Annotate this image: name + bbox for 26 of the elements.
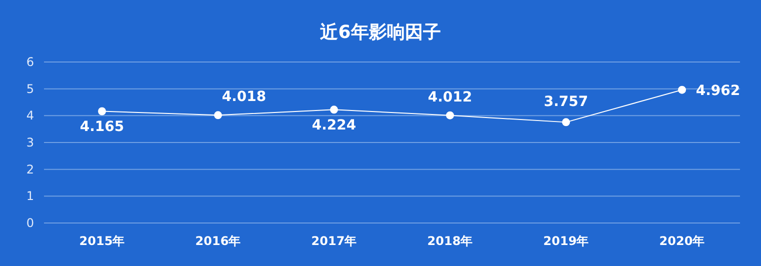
point bbox=[446, 111, 454, 120]
x-tick-label: 2016年 bbox=[195, 234, 241, 248]
y-tick-label: 0 bbox=[26, 216, 34, 230]
y-tick-label: 2 bbox=[26, 162, 34, 176]
point bbox=[98, 107, 106, 116]
x-tick-label: 2020年 bbox=[659, 234, 705, 248]
point bbox=[214, 111, 222, 120]
point bbox=[678, 86, 686, 94]
y-tick-label: 4 bbox=[26, 108, 34, 123]
chart-title: 近6年影响因子 bbox=[319, 22, 441, 43]
x-tick-label: 2015年 bbox=[79, 234, 125, 248]
data-label: 4.224 bbox=[312, 118, 356, 134]
x-tick-label: 2019年 bbox=[543, 234, 589, 248]
y-tick-label: 6 bbox=[26, 55, 34, 69]
data-label: 4.165 bbox=[80, 119, 124, 136]
data-label: 4.018 bbox=[222, 89, 266, 106]
data-label: 4.962 bbox=[696, 82, 740, 99]
y-tick-label: 1 bbox=[26, 189, 34, 204]
x-tick-label: 2017年 bbox=[311, 234, 357, 248]
point bbox=[330, 106, 338, 114]
point bbox=[562, 118, 570, 126]
y-tick-label: 3 bbox=[26, 136, 34, 150]
data-label: 3.757 bbox=[544, 94, 588, 110]
data-label: 4.012 bbox=[428, 89, 472, 106]
y-tick-label: 5 bbox=[26, 82, 34, 96]
x-tick-label: 2018年 bbox=[427, 234, 473, 248]
